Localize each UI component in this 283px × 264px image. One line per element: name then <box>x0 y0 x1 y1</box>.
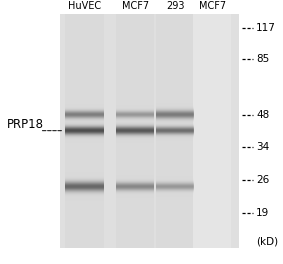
Text: 117: 117 <box>256 23 276 33</box>
Text: 26: 26 <box>256 175 269 185</box>
Text: (kD): (kD) <box>256 237 278 247</box>
Text: 19: 19 <box>256 208 269 218</box>
Text: 34: 34 <box>256 142 269 152</box>
Text: HuVEC: HuVEC <box>68 1 102 11</box>
Text: 85: 85 <box>256 54 269 64</box>
Text: 293: 293 <box>166 1 185 11</box>
Text: 48: 48 <box>256 110 269 120</box>
Text: PRP18: PRP18 <box>7 117 44 131</box>
Text: MCF7: MCF7 <box>122 1 149 11</box>
Text: MCF7: MCF7 <box>199 1 226 11</box>
